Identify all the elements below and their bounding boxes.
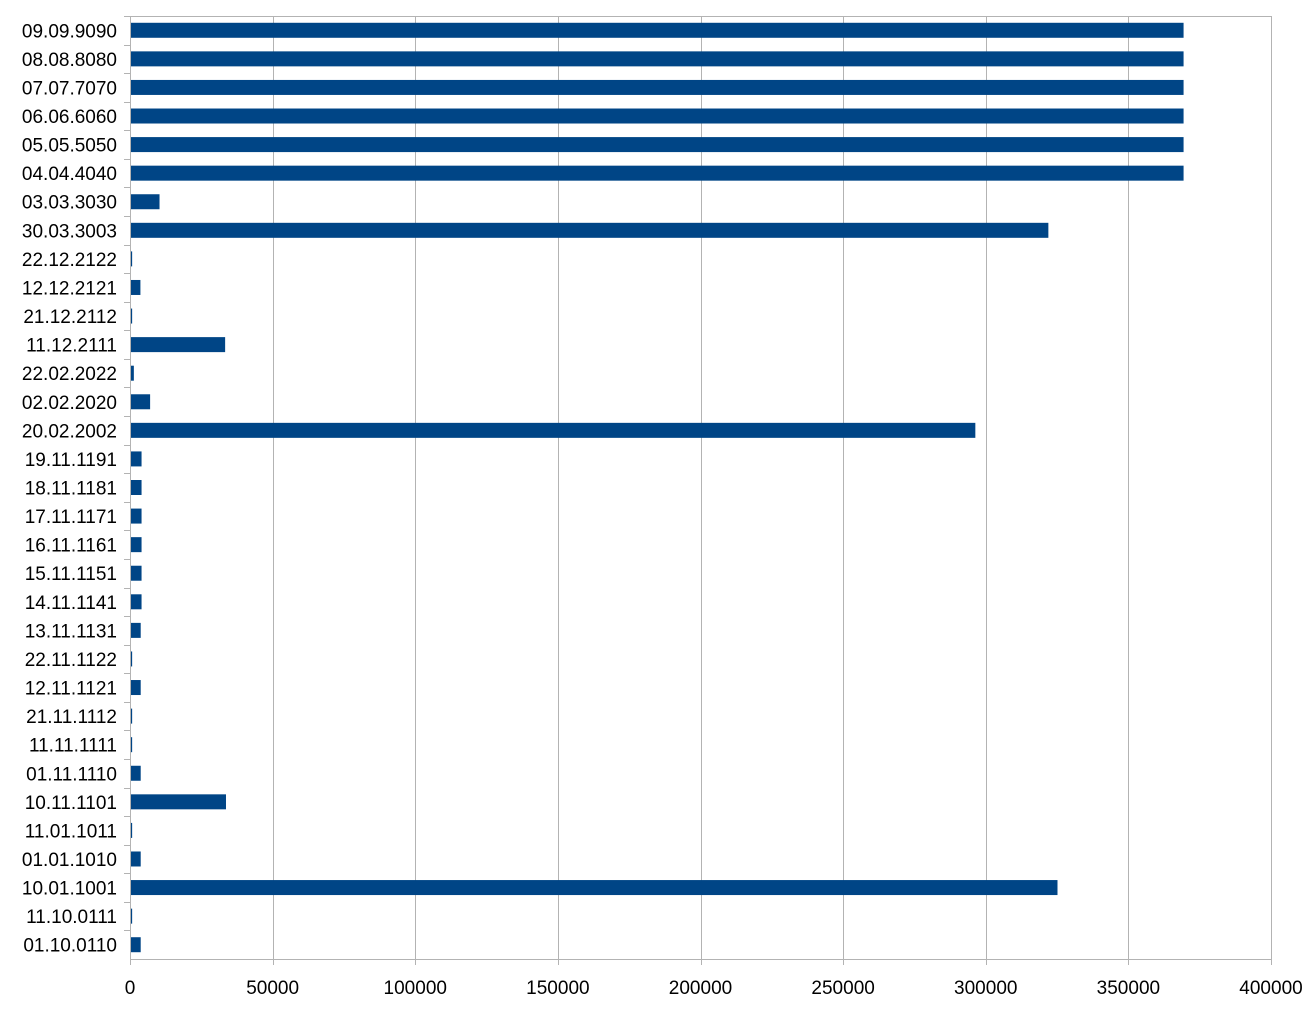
y-tick-label: 17.11.1171 <box>25 507 117 528</box>
bar <box>131 908 133 924</box>
bar <box>131 365 134 381</box>
axes <box>124 16 1272 965</box>
bar <box>131 508 142 524</box>
y-tick-label: 05.05.5050 <box>22 136 117 157</box>
x-tick-label: 200000 <box>669 978 732 999</box>
y-tick-label: 11.11.1111 <box>29 736 117 757</box>
bar <box>131 251 133 267</box>
y-tick-label: 16.11.1161 <box>25 536 117 557</box>
y-tick-label: 11.10.0111 <box>26 907 117 928</box>
bar <box>131 137 1184 153</box>
grid-lines <box>273 16 1272 959</box>
y-tick-label: 20.02.2002 <box>22 421 117 442</box>
bar <box>131 822 133 838</box>
y-tick-label: 04.04.4040 <box>22 164 117 185</box>
x-tick-label: 100000 <box>384 978 447 999</box>
x-tick-label: 150000 <box>526 978 589 999</box>
x-tick-label: 350000 <box>1097 978 1160 999</box>
y-tick-label: 22.11.1122 <box>25 650 117 671</box>
x-tick-label: 50000 <box>246 978 299 999</box>
bar <box>131 422 976 438</box>
y-tick-label: 14.11.1141 <box>25 593 117 614</box>
bar <box>131 22 1184 38</box>
bar <box>131 937 141 953</box>
y-tick-label: 30.03.3003 <box>22 221 117 242</box>
bar <box>131 451 142 467</box>
y-tick-label: 21.11.1112 <box>26 707 117 728</box>
y-tick-label: 10.01.1001 <box>22 879 117 900</box>
bar <box>131 880 1058 896</box>
y-tick-label: 11.01.1011 <box>25 821 117 842</box>
y-tick-label: 09.09.9090 <box>22 21 117 42</box>
y-tick-label: 18.11.1181 <box>25 479 117 500</box>
y-tick-label: 01.11.1110 <box>26 764 117 785</box>
y-tick-label: 11.12.2111 <box>26 336 117 357</box>
bar <box>131 51 1184 67</box>
bar <box>131 708 133 724</box>
bars <box>131 22 1184 953</box>
bar <box>131 337 226 353</box>
x-tick-label: 400000 <box>1239 978 1302 999</box>
bar <box>131 565 142 581</box>
y-tick-label: 12.12.2121 <box>22 278 117 299</box>
y-tick-label: 21.12.2112 <box>23 307 117 328</box>
y-tick-label: 07.07.7070 <box>22 78 117 99</box>
bar <box>131 622 141 638</box>
bar <box>131 79 1184 95</box>
bar <box>131 794 226 810</box>
y-tick-label: 06.06.6060 <box>22 107 117 128</box>
y-tick-label: 22.12.2122 <box>22 250 117 271</box>
bar <box>131 222 1049 238</box>
bar <box>131 108 1184 124</box>
y-tick-label: 10.11.1101 <box>25 793 117 814</box>
bar <box>131 308 133 324</box>
bar <box>131 279 141 295</box>
bar <box>131 651 133 667</box>
y-tick-label: 12.11.1121 <box>25 679 117 700</box>
y-tick-label: 15.11.1151 <box>25 564 117 585</box>
y-tick-label: 19.11.1191 <box>25 450 117 471</box>
bar <box>131 765 141 781</box>
bar <box>131 594 142 610</box>
category-tick-labels: 09.09.9090 08.08.8080 07.07.7070 06.06.6060… <box>22 21 117 956</box>
bar <box>131 737 133 753</box>
bar <box>131 851 141 867</box>
y-tick-label: 01.01.1010 <box>22 850 117 871</box>
y-tick-label: 22.02.2022 <box>22 364 117 385</box>
bar <box>131 165 1184 181</box>
bar <box>131 194 160 210</box>
y-tick-label: 01.10.0110 <box>23 936 117 957</box>
bar <box>131 480 142 495</box>
bar <box>131 537 142 553</box>
y-tick-label: 03.03.3030 <box>22 193 117 214</box>
y-tick-label: 13.11.1131 <box>25 621 117 642</box>
x-tick-label: 250000 <box>811 978 874 999</box>
x-tick-label: 0 <box>125 978 136 999</box>
bar <box>131 680 141 696</box>
value-tick-labels: 0 50000 100000 150000 200000 250000 300000 3500… <box>125 978 1303 999</box>
bar <box>131 394 151 410</box>
y-tick-label: 08.08.8080 <box>22 50 117 71</box>
y-tick-label: 02.02.2020 <box>22 393 117 414</box>
x-tick-label: 300000 <box>954 978 1017 999</box>
